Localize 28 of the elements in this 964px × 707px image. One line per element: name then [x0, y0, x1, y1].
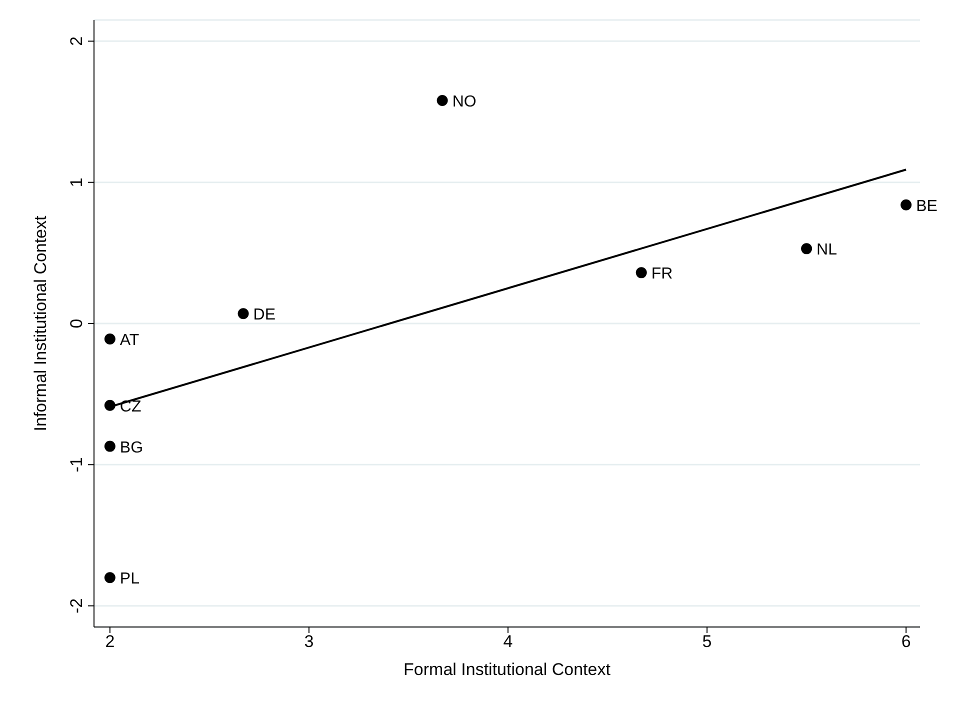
- point: [900, 199, 912, 210]
- point: [104, 334, 116, 345]
- y-tick-label: 0: [67, 318, 86, 328]
- annotation: PL: [120, 570, 140, 588]
- annotation: BE: [916, 198, 938, 215]
- x-axis-title: Formal Institutional Context: [404, 660, 611, 679]
- x-tick-label: 5: [702, 632, 712, 652]
- y-tick-label: 1: [67, 178, 86, 188]
- point: [238, 308, 249, 320]
- point: [436, 94, 448, 106]
- y-tick-label: 2: [67, 36, 86, 46]
- y-tick-label: -1: [67, 457, 86, 472]
- x-tick-label: 3: [304, 632, 314, 652]
- point: [636, 267, 647, 278]
- annotation: NL: [816, 242, 838, 259]
- x-tick-label: 4: [503, 632, 513, 652]
- point: [104, 440, 116, 452]
- annotation: BG: [120, 439, 144, 456]
- annotation: NO: [452, 93, 476, 110]
- point: [801, 243, 812, 254]
- y-axis-title: Informal Institutional Context: [31, 216, 50, 432]
- annotation: DE: [253, 306, 276, 324]
- annotation: FR: [651, 266, 673, 283]
- x-tick-label: 6: [901, 632, 911, 652]
- annotation: AT: [120, 332, 140, 350]
- x-tick-label: 2: [105, 632, 115, 652]
- point: [104, 572, 116, 584]
- y-tick-label: -2: [67, 598, 86, 614]
